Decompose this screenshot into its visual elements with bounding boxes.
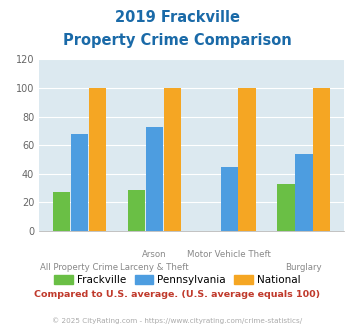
Text: Compared to U.S. average. (U.S. average equals 100): Compared to U.S. average. (U.S. average … [34,290,321,299]
Text: Larceny & Theft: Larceny & Theft [120,263,189,272]
Bar [128,189,145,231]
Bar [313,88,331,231]
Text: Motor Vehicle Theft: Motor Vehicle Theft [187,250,271,259]
Bar [220,167,238,231]
Bar [277,184,295,231]
Bar [89,88,106,231]
Bar [71,134,88,231]
Text: All Property Crime: All Property Crime [40,263,119,272]
Text: 2019 Frackville: 2019 Frackville [115,10,240,25]
Bar [146,127,163,231]
Legend: Frackville, Pennsylvania, National: Frackville, Pennsylvania, National [50,271,305,289]
Text: Burglary: Burglary [286,263,322,272]
Bar [164,88,181,231]
Text: Arson: Arson [142,250,166,259]
Bar [53,192,70,231]
Text: Property Crime Comparison: Property Crime Comparison [63,33,292,48]
Bar [295,154,312,231]
Text: © 2025 CityRating.com - https://www.cityrating.com/crime-statistics/: © 2025 CityRating.com - https://www.city… [53,317,302,324]
Bar [239,88,256,231]
